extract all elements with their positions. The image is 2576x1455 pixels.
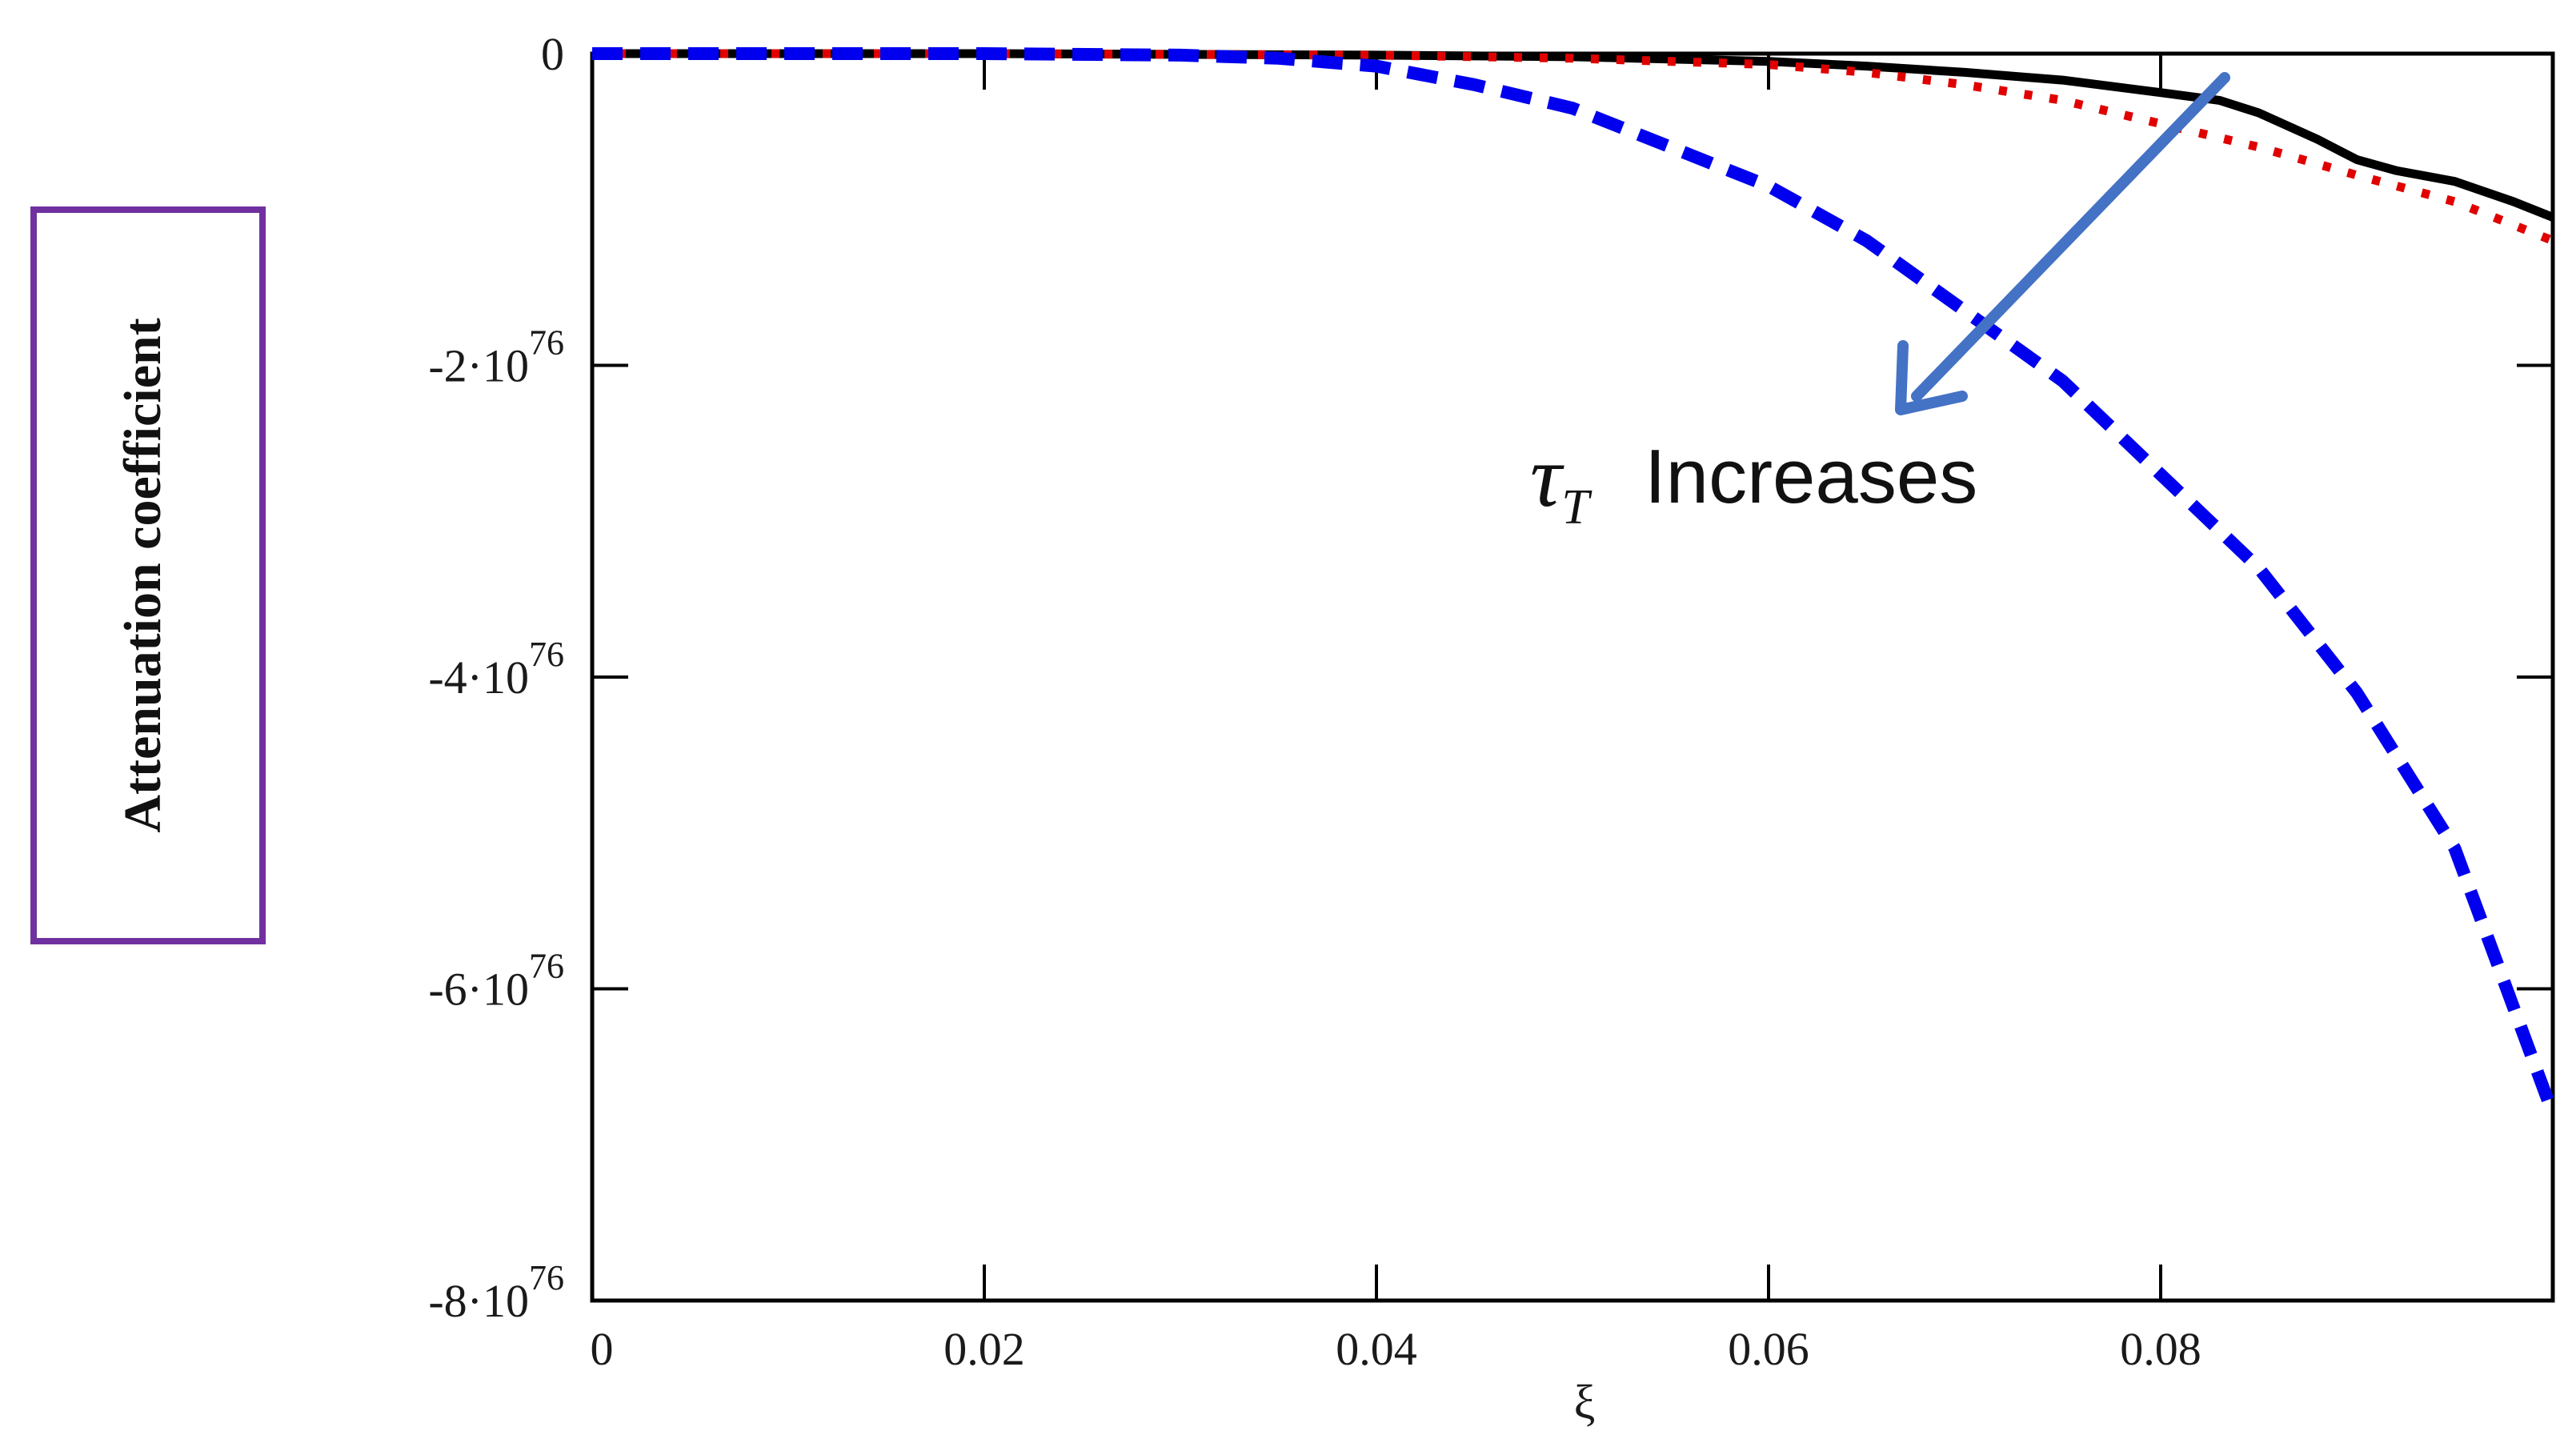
annotation-symbol: τ — [1530, 427, 1564, 525]
annotation-text: Increases — [1645, 434, 1977, 519]
x-tick-label: 0 — [591, 1323, 614, 1375]
plot-frame — [590, 51, 2555, 1303]
y-tick-label: -2·1076 — [428, 323, 564, 392]
annotation-arrow — [1895, 72, 2230, 415]
axis-ticks: 0 0.02 0.04 0.06 0.08 0 -2·1076 -4·1076 -6·1076 -… — [428, 28, 2553, 1375]
x-axis-label: ξ — [1574, 1376, 1596, 1429]
ylabel-box — [30, 206, 266, 944]
x-tick-label: 0.08 — [2120, 1323, 2201, 1375]
x-tick-label: 0.04 — [1336, 1323, 1417, 1375]
series-line-solid — [592, 49, 2555, 222]
y-tick-label: -6·1076 — [428, 947, 564, 1016]
series-layer — [592, 47, 2559, 1116]
series-line-dashed — [592, 47, 2559, 1116]
y-tick-label: 0 — [541, 28, 564, 80]
x-tick-label: 0.02 — [943, 1323, 1025, 1375]
annotation-subscript: T — [1561, 480, 1592, 535]
y-tick-label: -4·1076 — [428, 635, 564, 703]
y-tick-label: -8·1076 — [428, 1258, 564, 1327]
x-tick-label: 0.06 — [1728, 1323, 1809, 1375]
annotation-tau: τT — [1530, 427, 1592, 535]
y-axis-label: Attenuation coefficient — [114, 318, 172, 832]
series-line-dotted — [592, 49, 2555, 245]
